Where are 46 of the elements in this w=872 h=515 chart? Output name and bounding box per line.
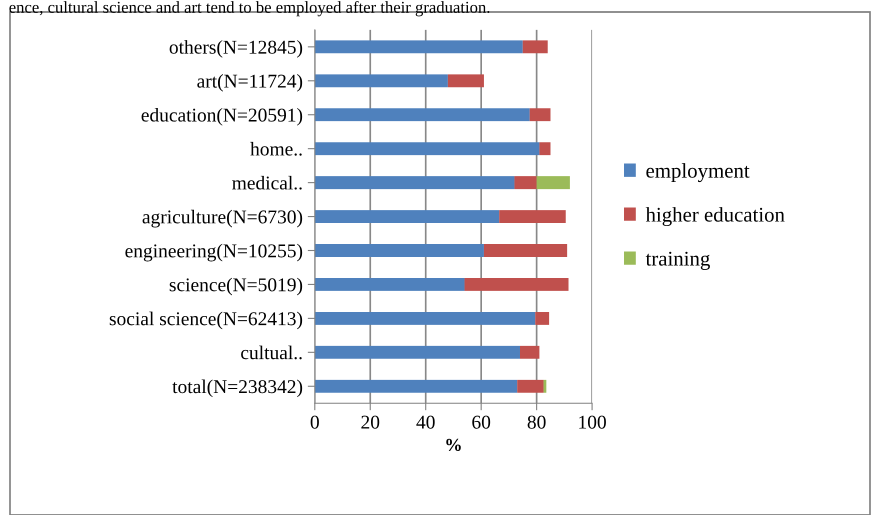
- bar: [314, 346, 520, 359]
- bar: [314, 210, 500, 224]
- bar: [314, 108, 530, 122]
- y-tick-label: agriculture(N=6730): [142, 210, 302, 228]
- bar: [539, 142, 550, 156]
- x-tick-label: 20: [361, 416, 380, 429]
- bar: [514, 176, 537, 190]
- y-tick-label: medical..: [232, 176, 302, 190]
- bar: [314, 176, 514, 190]
- bar: [314, 40, 523, 54]
- x-tick-label: 60: [472, 416, 490, 429]
- y-tick-label: others(N=12845): [170, 40, 302, 58]
- y-tick-label: science(N=5019): [170, 278, 302, 296]
- bar: [522, 40, 548, 54]
- y-tick-label: engineering(N=10255): [125, 244, 302, 262]
- bar: [535, 312, 550, 325]
- x-axis-title: %: [446, 438, 461, 452]
- text: ence, cultural science and art tend to be employed after their graduation.: [9, 1, 490, 16]
- x-tick-label: 0: [310, 416, 319, 429]
- bar: [314, 278, 465, 291]
- x-tick-label: 80: [528, 416, 546, 429]
- y-tick-label: education(N=20591): [142, 108, 302, 126]
- bar: [464, 278, 569, 291]
- y-tick-label: total(N=238342): [172, 380, 302, 398]
- legend-label: employment: [646, 163, 750, 182]
- bar: [484, 244, 568, 257]
- bar: [544, 380, 546, 393]
- bar: [314, 74, 448, 88]
- bar: [314, 244, 484, 257]
- x-tick-label: 40: [416, 416, 435, 429]
- bar: [520, 346, 540, 359]
- bar: [536, 176, 570, 190]
- bar: [448, 74, 484, 88]
- bar: [314, 142, 540, 156]
- y-tick-label: cultual..: [241, 346, 302, 360]
- bar: [530, 108, 550, 122]
- x-tick-label: 100: [579, 416, 606, 429]
- y-tick-label: art(N=11724): [197, 74, 302, 92]
- legend-label: higher education: [646, 207, 785, 226]
- y-tick-label: social science(N=62413): [110, 312, 302, 330]
- bar: [314, 312, 536, 325]
- bar: [499, 210, 566, 224]
- y-tick-label: home..: [250, 142, 302, 156]
- bar: [314, 380, 518, 393]
- legend-label: training: [646, 252, 710, 270]
- bar: [517, 380, 544, 393]
